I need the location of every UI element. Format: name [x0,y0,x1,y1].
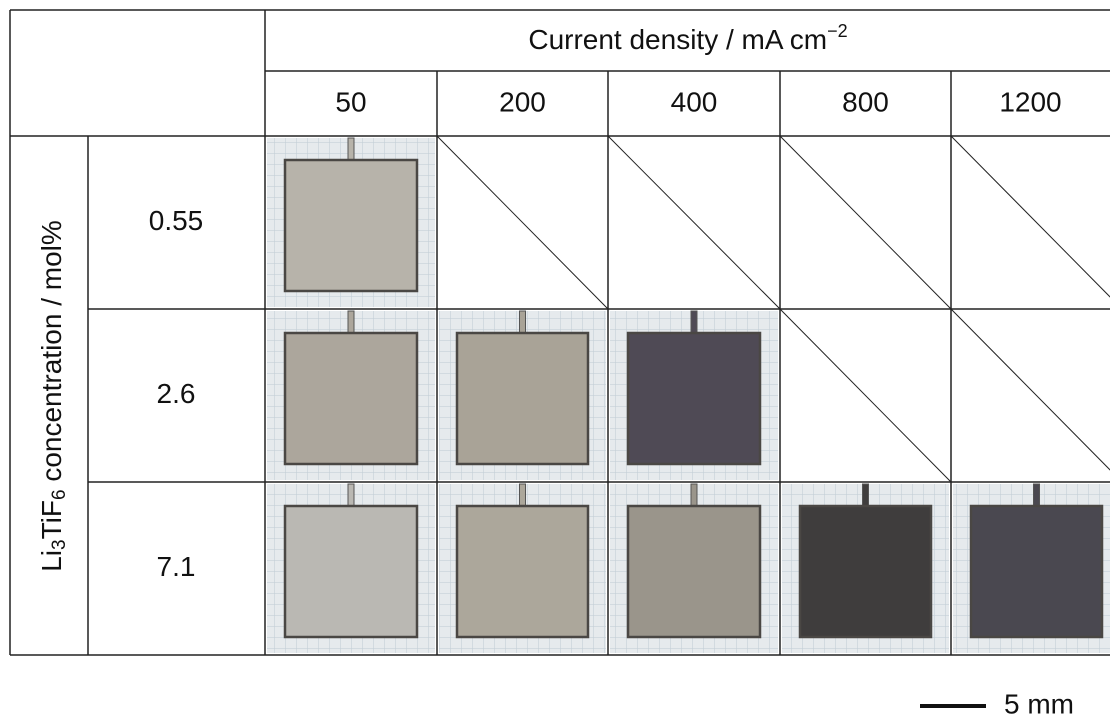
specimen-tab [1034,484,1040,508]
specimen-tab [520,484,526,508]
sample-photo [267,138,435,307]
specimen-tab [348,311,354,335]
column-label: 800 [842,86,889,117]
figure: Current density / mA cm−2 Li3TiF6 concen… [0,0,1110,721]
specimen [971,506,1102,637]
specimen [800,506,931,637]
specimen-tab [520,311,526,335]
row-label: 2.6 [157,378,196,409]
specimen-tab [348,138,354,162]
sample-photo [267,484,435,653]
scale-bar-label: 5 mm [1004,688,1074,719]
column-label: 400 [671,86,718,117]
subscript: 3 [49,539,70,550]
column-header-title: Current density / mA cm−2 [528,21,847,56]
empty-cell-diagonal [437,136,608,309]
column-label: 50 [335,86,366,117]
column-label: 1200 [999,86,1061,117]
specimen [285,506,417,637]
sample-photo [610,311,778,480]
scale-bar: 5 mm [920,688,1074,719]
empty-cell-diagonal [780,136,951,309]
sample-photo [953,484,1110,653]
specimen-tab [691,311,697,335]
row-label: 7.1 [157,551,196,582]
specimen [457,506,588,637]
specimen-tab [348,484,354,508]
row-header-text: concentration / mol% [36,220,67,489]
specimen-tab [691,484,697,508]
specimen [628,333,760,464]
specimen [285,160,417,291]
sample-photo [439,311,606,480]
row-label: 0.55 [149,205,204,236]
sample-photo [267,311,435,480]
empty-cell-diagonal [951,309,1110,482]
empty-cell-diagonal [951,136,1110,309]
specimen-tab [863,484,869,508]
specimen [628,506,760,637]
column-label: 200 [499,86,546,117]
empty-cell-diagonal [780,309,951,482]
row-header-text: TiF [36,500,67,539]
sample-photo [610,484,778,653]
specimen [457,333,588,464]
specimen [285,333,417,464]
sample-photo [439,484,606,653]
row-header-text: Li [36,550,67,572]
sample-photo [782,484,949,653]
row-header-title: Li3TiF6 concentration / mol% [36,220,70,572]
subscript: 6 [49,489,70,500]
page: {"column_header": {"title": "Current den… [0,0,1110,721]
empty-cell-diagonal [608,136,780,309]
cells [267,136,1110,653]
